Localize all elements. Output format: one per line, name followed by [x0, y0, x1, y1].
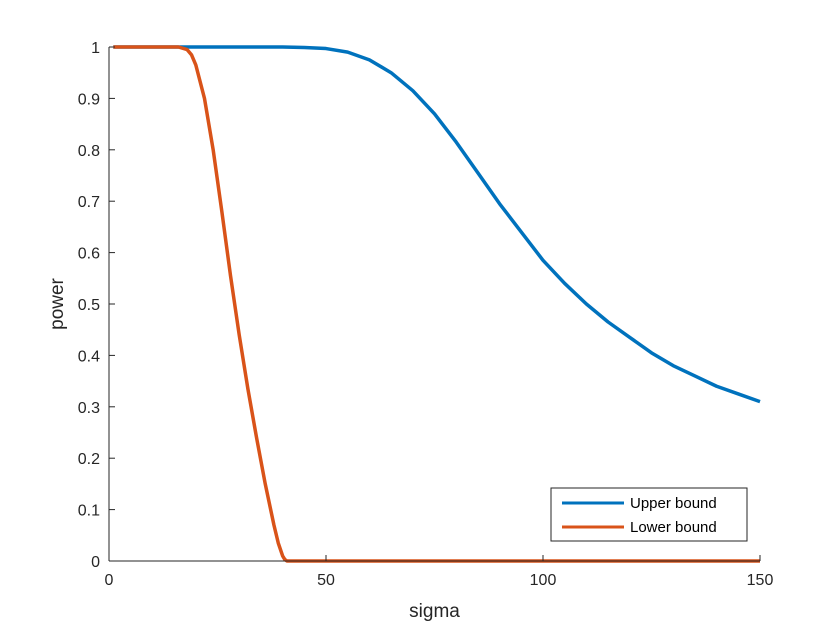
y-tick-label: 1: [91, 40, 100, 57]
y-tick-label: 0.9: [78, 91, 100, 108]
x-axis-label: sigma: [409, 601, 460, 622]
ticks: 0 50 100 150 0 0.1 0.2 0.3 0.4 0.5 0.6 0.7 0.8 0.9 1: [78, 40, 774, 589]
series-line-1: [113, 45, 760, 563]
y-tick-label: 0: [91, 554, 100, 571]
legend-label-upper-bound: Upper bound: [630, 495, 717, 512]
y-tick-label: 0.1: [78, 503, 100, 520]
series-layer: [113, 45, 761, 563]
x-tick-label: 150: [747, 572, 774, 589]
y-tick-label: 0.6: [78, 246, 100, 263]
x-tick-label: 50: [317, 572, 335, 589]
x-tick-label: 0: [105, 572, 114, 589]
axes: [108, 47, 760, 562]
legend-box: [550, 487, 748, 542]
y-tick-label: 0.2: [78, 451, 100, 468]
y-tick-label: 0.3: [78, 400, 100, 417]
y-tick-label: 0.8: [78, 143, 100, 160]
y-tick-label: 0.4: [78, 348, 100, 365]
legend: Upper bound Lower bound: [550, 487, 748, 542]
x-tick-label: 100: [530, 572, 557, 589]
legend-label-lower-bound: Lower bound: [630, 519, 717, 536]
y-tick-label: 0.7: [78, 194, 100, 211]
y-tick-label: 0.5: [78, 297, 100, 314]
series-line-0: [113, 45, 761, 404]
y-axis-label: power: [47, 277, 68, 329]
